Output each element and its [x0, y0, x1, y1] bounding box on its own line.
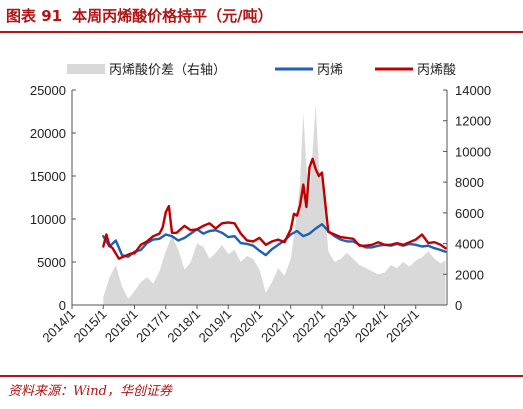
- left-axis-tick-label: 20000: [30, 126, 66, 141]
- x-axis-tick-label: 2018/1: [164, 307, 203, 346]
- series-area-spread: [103, 105, 446, 306]
- right-axis-tick-label: 4000: [455, 237, 484, 252]
- figure-number: 图表 91: [6, 7, 63, 25]
- x-axis-tick-label: 2016/1: [102, 307, 141, 346]
- x-axis-tick-label: 2017/1: [133, 307, 172, 346]
- series-line-acrylic-acid: [102, 157, 447, 260]
- legend-item-spread: 丙烯酸价差（右轴）: [67, 63, 226, 78]
- left-axis-tick-label: 15000: [30, 169, 66, 184]
- right-axis-tick-label: 2000: [455, 267, 484, 282]
- footer-rule: [0, 375, 523, 377]
- left-axis-tick-label: 5000: [37, 255, 66, 270]
- x-axis-tick-label: 2023/1: [321, 307, 360, 346]
- legend-label: 丙烯酸价差（右轴）: [109, 63, 226, 78]
- area-layer: [103, 105, 446, 306]
- source-note: 资料来源：Wind，华创证券: [8, 384, 172, 399]
- x-axis-tick-label: 2022/1: [289, 307, 328, 346]
- left-axis-tick-label: 25000: [30, 83, 66, 98]
- x-axis-tick-label: 2020/1: [227, 307, 266, 346]
- legend: 丙烯酸价差（右轴） 丙烯 丙烯酸: [67, 63, 456, 78]
- left-axis-tick-label: 0: [59, 298, 66, 313]
- title-rule: [0, 31, 523, 33]
- left-axis-tick-label: 10000: [30, 212, 66, 227]
- chart-title: 图表 91 本周丙烯酸价格持平（元/吨）: [6, 2, 273, 30]
- right-axis-tick-label: 14000: [455, 83, 491, 98]
- legend-label: 丙烯酸: [417, 63, 456, 78]
- legend-label: 丙烯: [317, 63, 343, 78]
- legend-item-acrylic-acid: 丙烯酸: [375, 63, 456, 78]
- x-axis-tick-label: 2025/1: [383, 307, 422, 346]
- x-axis-tick-label: 2015/1: [71, 307, 110, 346]
- legend-swatch: [67, 64, 105, 74]
- right-axis-tick-label: 6000: [455, 206, 484, 221]
- legend-item-propylene: 丙烯: [275, 63, 343, 78]
- right-axis-tick-label: 0: [455, 298, 462, 313]
- right-axis-tick-label: 10000: [455, 144, 491, 159]
- chart: 丙烯酸价差（右轴） 丙烯 丙烯酸 0500010000150002000025000…: [30, 63, 491, 345]
- right-axis-tick-label: 8000: [455, 175, 484, 190]
- x-axis-tick-label: 2019/1: [196, 307, 235, 346]
- x-axis-tick-label: 2021/1: [258, 307, 297, 346]
- x-axis-tick-label: 2024/1: [352, 307, 391, 346]
- right-axis-tick-label: 12000: [455, 114, 491, 129]
- lines-layer: [102, 157, 447, 260]
- figure-title-text: 本周丙烯酸价格持平（元/吨）: [72, 7, 273, 25]
- axes-layer: 0 5000 10000 15000 20000 25000 0 2000 4000 6000 80…: [30, 83, 491, 345]
